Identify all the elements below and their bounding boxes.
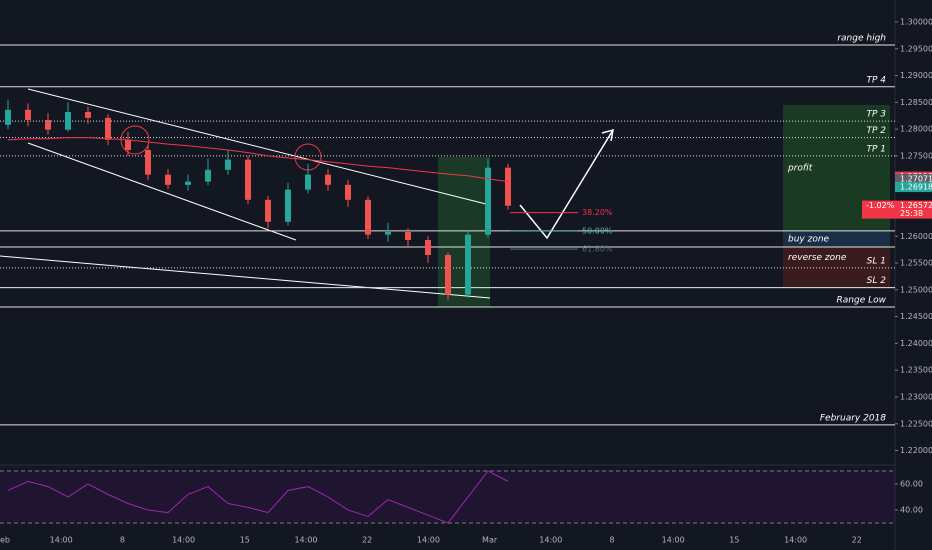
fib-label: 38.20% — [582, 208, 613, 217]
zone-label: reverse zone — [788, 253, 847, 263]
y-tick-label: 1.25500 — [900, 259, 932, 268]
level-label: TP 1 — [866, 144, 886, 154]
candle-body — [305, 174, 311, 190]
y-tick-label: 1.22000 — [900, 446, 932, 455]
projection-arrow — [519, 129, 614, 240]
candle-body — [425, 240, 431, 255]
zone-label: profit — [787, 164, 813, 174]
level-label: SL 1 — [867, 256, 886, 266]
level-label: Range Low — [837, 295, 887, 305]
y-tick-label: 1.28000 — [900, 125, 932, 134]
change-label: -1.02% — [866, 201, 895, 210]
candle-body — [325, 174, 331, 185]
y-tick-label: 1.25000 — [900, 285, 932, 294]
x-tick-label: 15 — [729, 536, 739, 545]
rsi-background — [0, 470, 895, 523]
level-label: SL 2 — [867, 276, 887, 286]
rsi-line — [7, 470, 509, 524]
x-tick-label: 14:00 — [417, 536, 440, 545]
candle-body — [405, 231, 411, 240]
zone — [783, 246, 890, 288]
candle-body — [45, 120, 51, 130]
candle-body — [245, 159, 251, 200]
level-label: TP 3 — [866, 110, 886, 120]
y-tick-label: 1.22500 — [900, 419, 932, 428]
y-tick-label: 1.29000 — [900, 71, 932, 80]
y-tick-label: 1.24500 — [900, 312, 932, 321]
x-tick-label: 22 — [852, 536, 862, 545]
price-tag — [862, 200, 932, 219]
price-tag-label: 1.26918 — [900, 183, 932, 192]
price-tag — [895, 173, 932, 184]
candle-body — [345, 184, 351, 200]
x-tick-label: Mar — [482, 536, 498, 545]
x-tick-label: 14:00 — [539, 536, 562, 545]
y-tick-label: 1.23500 — [900, 366, 932, 375]
price-tag-label: 1.27071 — [900, 174, 932, 183]
candle-body — [445, 255, 451, 295]
y-tick-label: 1.30000 — [900, 17, 932, 26]
x-tick-label: 8 — [609, 536, 614, 545]
channel-top — [27, 88, 491, 206]
level-label: range high — [837, 34, 886, 44]
circle-marker — [120, 125, 150, 155]
y-tick-label: 1.29500 — [900, 44, 932, 53]
price-tag-label: 1.26572 — [900, 201, 932, 210]
x-tick-label: eb — [0, 536, 10, 545]
x-tick-label: 22 — [362, 536, 372, 545]
x-tick-label: 14:00 — [294, 536, 317, 545]
y-tick-label: 1.24000 — [900, 339, 932, 348]
fib-label: 50.00% — [582, 226, 613, 235]
y-tick-label: 1.28500 — [900, 98, 932, 107]
candle-body — [85, 111, 91, 118]
price-tag — [895, 182, 932, 193]
x-tick-label: 14:00 — [172, 536, 195, 545]
x-tick-label: 14:00 — [50, 536, 73, 545]
x-tick-label: 14:00 — [662, 536, 685, 545]
y-tick-label: 1.27500 — [900, 151, 932, 160]
trend-line — [0, 255, 491, 299]
candle-body — [125, 139, 131, 150]
candle-body — [145, 150, 151, 175]
candle-body — [5, 109, 11, 125]
candle-body — [385, 231, 391, 235]
level-label: TP 4 — [866, 75, 886, 85]
countdown: 25:38 — [900, 209, 923, 218]
candle-body — [105, 117, 111, 140]
y-tick-label: 1.26000 — [900, 232, 932, 241]
rsi-tick-label: 60.00 — [900, 479, 923, 488]
candle-body — [265, 199, 271, 222]
fib-label: 61.80% — [582, 245, 613, 254]
moving-average — [7, 137, 509, 183]
candle-body — [205, 169, 211, 182]
y-tick-label: 1.23000 — [900, 392, 932, 401]
x-tick-label: 8 — [120, 536, 125, 545]
zone-label: buy zone — [788, 234, 830, 244]
candle-body — [365, 199, 371, 235]
channel-bottom — [27, 142, 297, 241]
candle-body — [465, 234, 471, 295]
candle-body — [485, 167, 491, 235]
arrow-head — [601, 128, 614, 142]
candle-body — [285, 189, 291, 222]
zone — [783, 230, 890, 247]
candle-body — [225, 159, 231, 170]
x-tick-label: 15 — [240, 536, 250, 545]
candle-body — [165, 174, 171, 185]
rsi-tick-label: 40.00 — [900, 505, 923, 514]
candle-body — [185, 181, 191, 185]
level-label: TP 2 — [866, 126, 886, 136]
level-label: February 2018 — [820, 413, 886, 423]
candle-body — [65, 111, 71, 130]
x-tick-label: 14:00 — [784, 536, 807, 545]
candle-body — [25, 109, 31, 120]
candle-body — [505, 167, 511, 206]
